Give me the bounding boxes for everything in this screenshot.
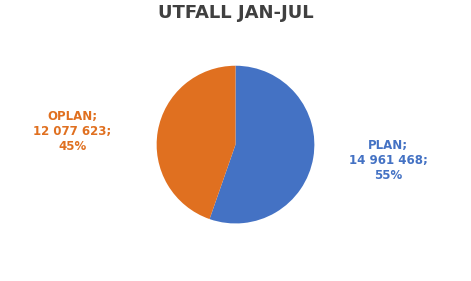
Wedge shape: [157, 66, 236, 219]
Wedge shape: [210, 66, 314, 223]
Text: PLAN;
14 961 468;
55%: PLAN; 14 961 468; 55%: [349, 139, 427, 182]
Text: OPLAN;
12 077 623;
45%: OPLAN; 12 077 623; 45%: [33, 110, 112, 153]
Title: UTFALL JAN-JUL: UTFALL JAN-JUL: [158, 4, 313, 22]
